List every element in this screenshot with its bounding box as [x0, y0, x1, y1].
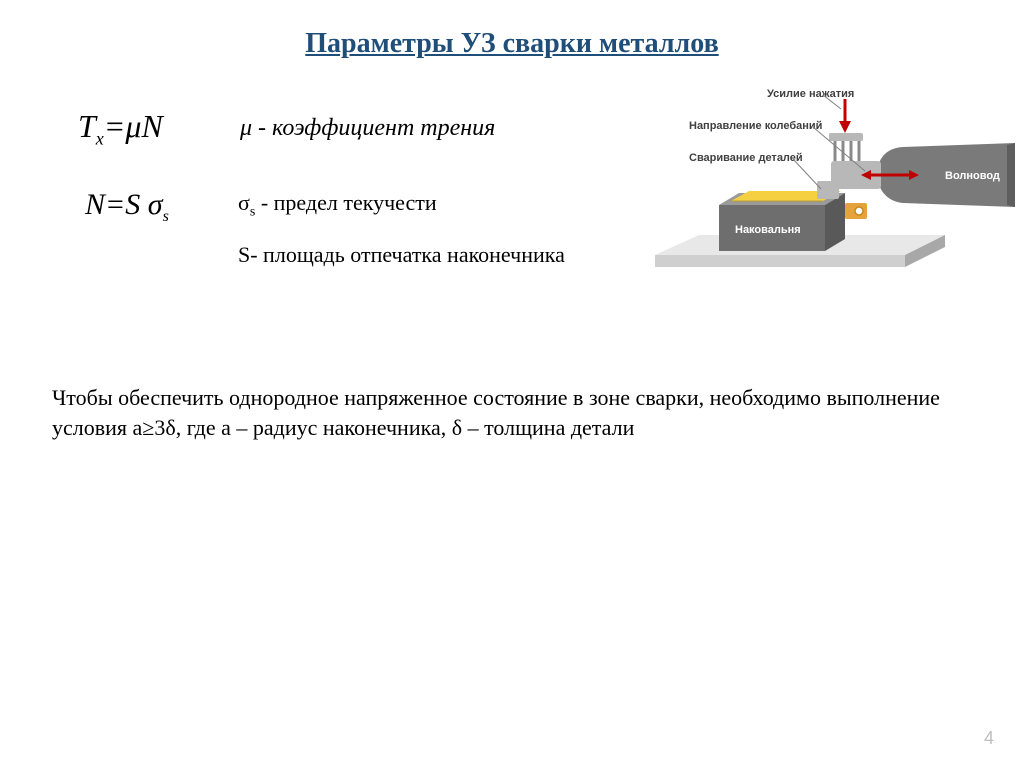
mu-description: μ - коэффициент трения: [240, 115, 495, 142]
force-arrow-head: [839, 121, 851, 133]
waveguide-label: Волновод: [945, 170, 1000, 182]
equation-tx: Tx=μN: [78, 108, 163, 149]
base-plate-front: [655, 255, 905, 267]
slide-title: Параметры УЗ сварки металлов: [0, 28, 1024, 60]
welding-diagram: Наковальня Волновод: [645, 85, 1015, 300]
equation-n: N=S σs: [85, 188, 169, 226]
direction-label: Направление колебаний: [689, 120, 822, 132]
page-number: 4: [984, 728, 994, 749]
condition-text: Чтобы обеспечить однородное напряженное …: [52, 383, 962, 442]
force-label: Усилие нажатия: [767, 88, 854, 100]
anvil-label: Наковальня: [735, 224, 801, 236]
sigma-description: σs - предел текучести: [238, 190, 437, 220]
tip-foot: [817, 181, 839, 199]
welding-label: Сваривание деталей: [689, 152, 803, 164]
s-description: S- площадь отпечатка наконечника: [238, 242, 565, 268]
